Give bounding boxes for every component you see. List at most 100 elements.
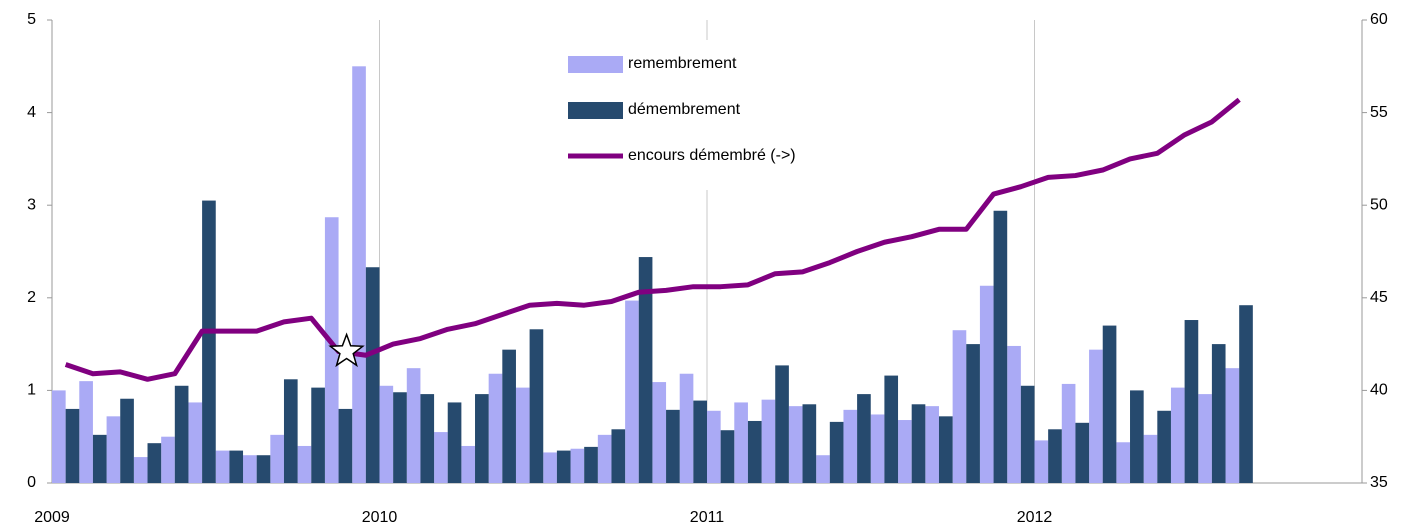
bar [1116,442,1131,483]
bar [161,436,175,483]
x-tick-label: 2011 [690,509,725,526]
star-marker [328,332,365,368]
bar [1034,440,1049,483]
bar [1198,394,1212,483]
bar [529,329,544,483]
bar [761,399,776,483]
bar [652,382,667,483]
bar [1007,345,1021,483]
bar [734,402,748,483]
bar [297,445,312,483]
bar [420,394,435,483]
y2-tick-label: 45 [1370,289,1388,306]
bar [584,446,598,483]
bar [720,430,735,483]
bar [556,450,571,483]
bar [816,455,830,483]
bar [243,455,257,483]
bar [870,414,885,483]
bar [106,416,121,483]
legend-label: encours démembré (->) [628,147,796,164]
x-tick-label: 2009 [34,509,70,526]
bar [188,402,203,483]
bar [679,373,694,483]
legend: remembrement démembrement encours démembré… [545,40,850,190]
bar [993,210,1008,484]
y-tick-label: 5 [27,11,36,28]
bar [1130,390,1144,483]
bar [1239,305,1253,483]
bar [1157,410,1171,483]
bar [120,398,134,483]
bar [1143,434,1158,483]
y-tick-label: 4 [27,104,36,121]
bar [447,402,462,483]
y-tick-label: 2 [27,289,36,306]
y2-tick-label: 40 [1370,382,1388,399]
bar [434,432,448,483]
bar [1075,422,1090,483]
bar [461,445,476,483]
y-tick-label: 0 [27,474,36,491]
bar [693,400,707,483]
legend-swatch [568,56,623,73]
bar [788,406,803,483]
bar [1170,387,1185,483]
bar [829,421,844,483]
bar [1089,349,1103,483]
bar [1102,325,1117,483]
bar [215,450,230,483]
bar [475,394,489,483]
bar [1048,429,1062,483]
bar [625,300,639,483]
bar [352,66,366,484]
bar [202,200,216,483]
bar [338,408,353,483]
bar [488,373,503,483]
legend-swatch [568,102,623,119]
line [64,97,1241,382]
bar [1184,320,1199,483]
bar [597,434,612,483]
bar [515,387,530,483]
bar [1211,344,1226,483]
bar [966,344,980,483]
bar [857,394,871,483]
bar [925,406,939,483]
bar [570,448,585,483]
bar [379,385,394,483]
bar [843,409,858,483]
bar [79,381,93,483]
bar [938,416,953,483]
bar [393,392,407,483]
y2-tick-label: 60 [1370,11,1388,28]
y2-tick-label: 50 [1370,196,1388,213]
bar [133,457,148,483]
bar [65,408,80,483]
bar [324,217,339,483]
bar [270,434,284,483]
bar [406,368,421,483]
bar [52,390,66,483]
x-tick-label: 2012 [1017,509,1053,526]
y2-tick-label: 35 [1370,474,1388,491]
bar [911,404,926,483]
bar [147,443,162,483]
bar [979,285,994,483]
bar [666,409,680,483]
x-tick-label: 2010 [362,509,398,526]
bar [747,420,762,483]
bar [92,434,107,483]
legend-label: remembrement [628,55,737,72]
bar [707,410,721,483]
bar [311,387,325,483]
y-tick-label: 1 [27,382,36,399]
bar [952,330,967,483]
bar [1061,383,1076,483]
bar [365,267,380,483]
bar [884,375,899,483]
bar [638,257,653,483]
bar [775,365,789,483]
